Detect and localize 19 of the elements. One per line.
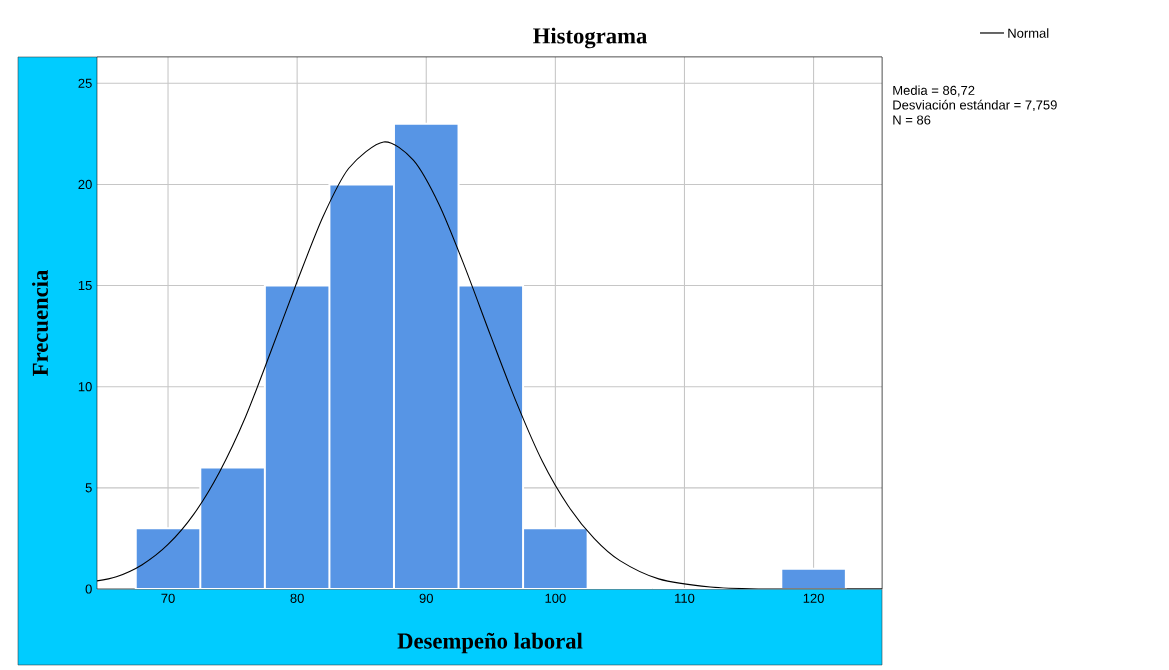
y-tick-label: 25	[78, 78, 92, 88]
y-tick-label: 5	[85, 483, 92, 493]
x-tick-label: 80	[290, 593, 304, 603]
text: Media = 86,72	[893, 85, 975, 97]
y-axis-title: Frecuencia	[32, 270, 49, 376]
x-tick-label: 110	[675, 593, 695, 603]
text: N = 86	[893, 115, 931, 125]
x-tick-label: 70	[161, 593, 175, 603]
x-tick-label: 100	[545, 593, 566, 603]
x-tick-label: 120	[803, 593, 824, 603]
legend-label: Normal	[1008, 28, 1049, 38]
x-tick-label: 90	[419, 593, 433, 603]
y-tick-label: 10	[78, 382, 92, 392]
text: Desviación estándar = 7,759	[893, 99, 1057, 112]
y-tick-label: 0	[85, 584, 92, 594]
x-axis-title: Desempeño laboral	[397, 632, 583, 654]
y-tick-label: 20	[78, 179, 92, 190]
chart-title: Histograma	[533, 27, 647, 49]
y-tick-label: 15	[78, 281, 92, 291]
